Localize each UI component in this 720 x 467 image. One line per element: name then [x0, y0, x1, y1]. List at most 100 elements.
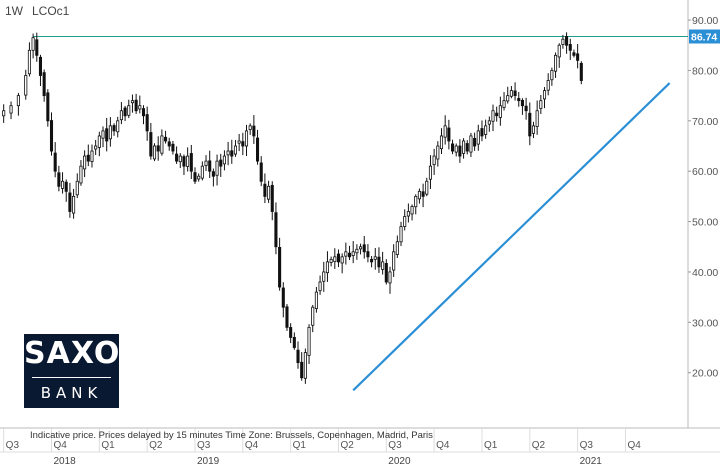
- candle-body: [123, 107, 127, 117]
- candle-body: [200, 165, 204, 179]
- candle-body: [513, 90, 517, 97]
- candle-body: [421, 191, 425, 197]
- candle-body: [108, 125, 112, 140]
- x-quarter-label: Q4: [245, 440, 259, 451]
- candle-body: [355, 248, 359, 254]
- candle-body: [72, 195, 76, 214]
- trendline: [352, 82, 671, 392]
- candle-body: [16, 95, 20, 107]
- candle-body: [428, 165, 433, 180]
- candle-body: [443, 125, 447, 138]
- candle-body: [175, 153, 179, 162]
- candle-body: [384, 262, 388, 283]
- candle-body: [112, 125, 116, 132]
- candle-body: [557, 44, 561, 58]
- candle-body: [193, 172, 197, 182]
- candle-body: [49, 120, 54, 152]
- candle-body: [167, 141, 171, 147]
- logo-line1: SAXO: [24, 336, 121, 371]
- candle-body: [432, 155, 436, 166]
- candle-body: [476, 130, 480, 145]
- candle-body: [395, 241, 399, 255]
- candle-body: [322, 271, 326, 282]
- x-year-label: 2019: [197, 456, 220, 467]
- candle-body: [255, 137, 260, 162]
- candle-body: [270, 184, 274, 212]
- candle-body: [9, 105, 13, 114]
- candle-body: [105, 128, 109, 142]
- candle-body: [406, 211, 410, 217]
- candle-body: [561, 38, 565, 45]
- candle-body: [436, 145, 440, 160]
- candle-body: [46, 92, 50, 122]
- candle-body: [362, 244, 366, 253]
- candle-body: [325, 261, 329, 274]
- candle-body: [233, 145, 238, 155]
- x-quarter-label: Q3: [580, 440, 594, 451]
- candle-body: [281, 287, 285, 308]
- candle-body: [292, 336, 296, 348]
- candle-body: [42, 72, 46, 97]
- x-quarter-label: Q3: [6, 440, 20, 451]
- candle-body: [278, 246, 282, 288]
- candle-body: [61, 180, 65, 189]
- candle-body: [300, 361, 304, 379]
- last-price-label: 86.74: [691, 31, 717, 43]
- logo-line2: BANK: [40, 384, 103, 402]
- candle-body: [296, 349, 300, 364]
- candle-body: [127, 105, 131, 116]
- candle-body: [329, 258, 333, 263]
- candle-body: [484, 125, 488, 135]
- candle-body: [579, 62, 583, 81]
- candle-body: [307, 326, 311, 356]
- candle-body: [116, 120, 120, 133]
- x-quarter-label: Q4: [627, 440, 641, 451]
- candle-body: [465, 143, 469, 152]
- candle-body: [204, 160, 208, 166]
- candle-body: [285, 306, 289, 328]
- candle-body: [347, 252, 352, 258]
- candle-body: [64, 181, 68, 192]
- x-year-label: 2018: [54, 456, 77, 467]
- symbol-label[interactable]: LCOc1: [32, 4, 70, 18]
- candle-body: [68, 192, 72, 212]
- delay-note: Indicative price. Prices delayed by 15 m…: [30, 430, 433, 441]
- logo-divider: [32, 377, 111, 378]
- candle-body: [230, 150, 234, 157]
- x-quarter-label: Q4: [54, 440, 68, 451]
- candle-body: [289, 327, 293, 338]
- candle-body: [141, 108, 146, 117]
- y-tick-label: 90.00: [692, 15, 718, 27]
- interval-label[interactable]: 1W: [5, 4, 23, 18]
- y-tick-label: 60.00: [692, 166, 718, 178]
- candle-body: [458, 145, 462, 157]
- candle-body: [517, 98, 521, 102]
- x-quarter-label: Q3: [388, 440, 402, 451]
- candle-body: [531, 125, 536, 134]
- candle-body: [244, 130, 249, 147]
- candle-body: [344, 251, 348, 257]
- candle-body: [377, 256, 381, 268]
- candle-body: [340, 256, 344, 264]
- x-quarter-label: Q2: [532, 440, 546, 451]
- candle-body: [219, 159, 223, 167]
- saxo-bank-logo: SAXO BANK: [24, 334, 119, 408]
- candle-body: [491, 110, 495, 122]
- candle-body: [495, 112, 499, 117]
- candle-body: [79, 165, 83, 184]
- candle-body: [450, 143, 455, 152]
- candle-body: [524, 105, 528, 112]
- candle-body: [83, 155, 87, 170]
- candle-body: [145, 114, 149, 132]
- candle-body: [366, 251, 370, 258]
- candle-body: [171, 143, 175, 152]
- candle-body: [119, 110, 123, 121]
- y-tick-label: 70.00: [692, 116, 718, 128]
- x-quarter-label: Q2: [149, 440, 163, 451]
- candle-body: [38, 56, 43, 76]
- x-quarter-label: Q1: [484, 440, 498, 451]
- candle-body: [197, 175, 201, 180]
- y-tick-label: 30.00: [692, 317, 718, 329]
- candle-body: [156, 145, 160, 152]
